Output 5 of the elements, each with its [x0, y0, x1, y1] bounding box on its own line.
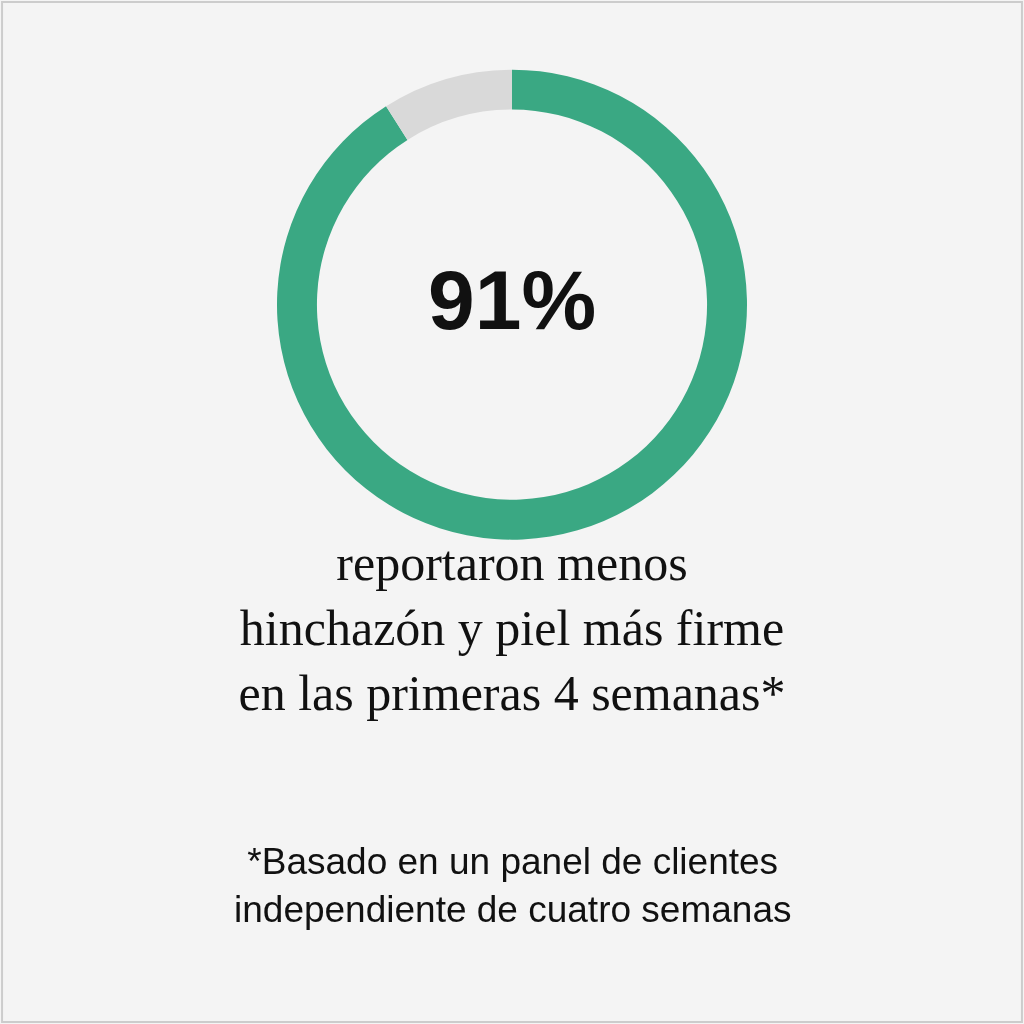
donut-slice — [277, 69, 747, 540]
donut-slice — [386, 69, 512, 140]
text: reportaron menos hinchazón y piel más firme en las primeras 4 semanas* — [238, 535, 786, 721]
text: 91% — [428, 253, 597, 347]
text: *Basado en un panel de clientes independiente de cuatro semanas — [234, 841, 792, 931]
